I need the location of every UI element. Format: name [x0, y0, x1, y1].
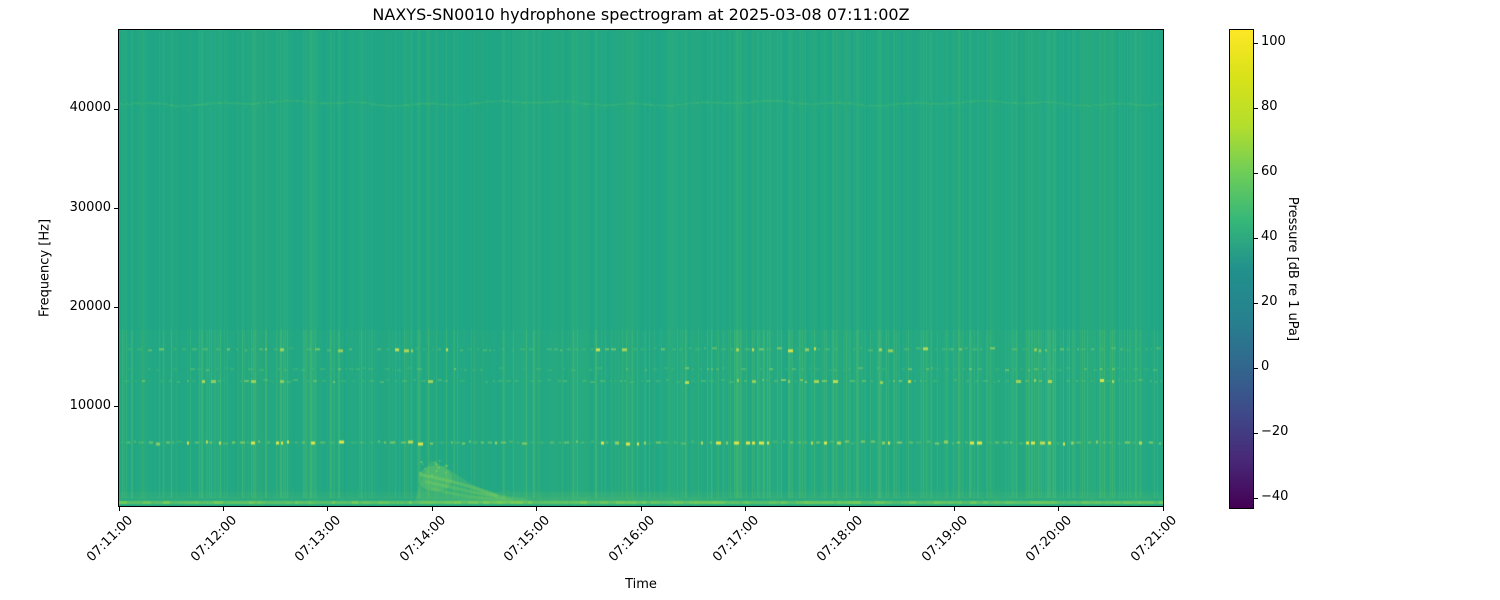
colorbar-tick-mark — [1254, 497, 1258, 499]
x-tick-mark — [327, 507, 329, 511]
colorbar-tick-label: 0 — [1261, 359, 1270, 375]
x-tick-mark — [849, 507, 851, 511]
colorbar-tick-mark — [1254, 432, 1258, 434]
colorbar-tick-label: 100 — [1261, 34, 1286, 49]
colorbar-tick-mark — [1254, 42, 1258, 44]
y-tick-mark — [114, 108, 118, 110]
colorbar-label: Pressure [dB re 1 uPa] — [1285, 196, 1300, 342]
x-tick-label: 07:13:00 — [292, 513, 345, 565]
colorbar-tick-label: 80 — [1261, 99, 1278, 115]
x-tick-mark — [953, 507, 955, 511]
colorbar-tick-mark — [1254, 107, 1258, 109]
y-tick-label: 10000 — [69, 397, 111, 413]
y-tick-label: 30000 — [69, 199, 111, 215]
y-tick-label: 40000 — [69, 100, 111, 116]
spectrogram-plot-area — [118, 29, 1164, 507]
x-tick-label: 07:11:00 — [83, 513, 136, 565]
colorbar-tick-mark — [1254, 172, 1258, 174]
colorbar-tick-label: −20 — [1261, 424, 1289, 440]
spectrogram-image — [119, 30, 1163, 506]
x-tick-label: 07:21:00 — [1127, 513, 1180, 565]
x-tick-label: 07:14:00 — [396, 513, 449, 565]
x-tick-mark — [1058, 507, 1060, 511]
colorbar-tick-mark — [1254, 237, 1258, 239]
colorbar-tick-label: 60 — [1261, 164, 1278, 180]
x-tick-mark — [744, 507, 746, 511]
x-tick-label: 07:19:00 — [918, 513, 971, 565]
y-tick-label: 20000 — [69, 298, 111, 314]
x-tick-mark — [640, 507, 642, 511]
x-tick-mark — [431, 507, 433, 511]
x-tick-mark — [222, 507, 224, 511]
x-tick-label: 07:18:00 — [814, 513, 867, 565]
colorbar-tick-label: 20 — [1261, 294, 1278, 310]
x-tick-label: 07:15:00 — [501, 513, 554, 565]
x-axis-label: Time — [625, 577, 657, 592]
y-tick-mark — [114, 307, 118, 309]
x-tick-label: 07:12:00 — [188, 513, 241, 565]
colorbar-tick-mark — [1254, 302, 1258, 304]
colorbar — [1229, 29, 1254, 509]
x-tick-label: 07:20:00 — [1023, 513, 1076, 565]
colorbar-tick-label: 40 — [1261, 229, 1278, 245]
colorbar-tick-label: −40 — [1261, 489, 1289, 505]
x-tick-label: 07:16:00 — [605, 513, 658, 565]
chart-title: NAXYS-SN0010 hydrophone spectrogram at 2… — [372, 5, 910, 24]
x-tick-mark — [118, 507, 120, 511]
y-tick-mark — [114, 406, 118, 408]
colorbar-tick-mark — [1254, 367, 1258, 369]
x-tick-mark — [1162, 507, 1164, 511]
x-tick-mark — [536, 507, 538, 511]
x-tick-label: 07:17:00 — [710, 513, 763, 565]
y-tick-mark — [114, 208, 118, 209]
